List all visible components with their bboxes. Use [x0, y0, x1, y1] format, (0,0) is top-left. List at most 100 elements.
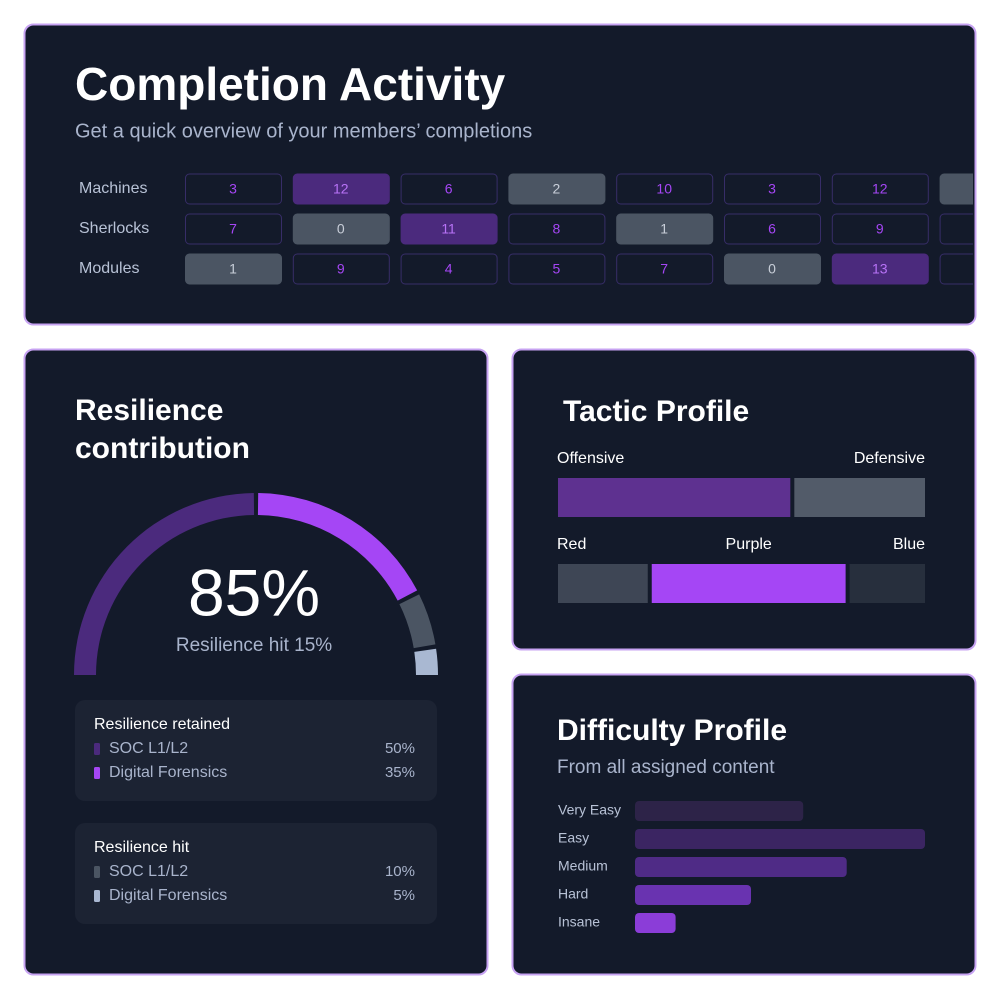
panel: [23, 23, 977, 326]
cell: [292, 213, 390, 245]
cell-value: 13: [872, 261, 888, 277]
category-label: Medium: [558, 858, 608, 874]
cell-value: 0: [337, 221, 345, 237]
cell: [400, 213, 498, 245]
legend-value: 35%: [385, 764, 415, 781]
legend-title: Resilience retained: [94, 716, 230, 733]
cell-value: 2: [553, 181, 561, 197]
category-label: Easy: [558, 830, 589, 846]
legend: Resilience retained SOC L1/L2 50% Digital F…: [75, 700, 437, 924]
cell: [185, 253, 282, 285]
tactic-segment: [794, 478, 925, 517]
gauge-segment: [399, 594, 436, 649]
panel: [511, 673, 977, 976]
cell-value: 9: [876, 221, 884, 237]
cell: [724, 213, 821, 245]
panel: [23, 348, 489, 976]
cell: [185, 173, 282, 205]
tactic-label: Defensive: [854, 450, 925, 467]
cell-value: 3: [768, 181, 776, 197]
cell: [616, 173, 714, 205]
legend-box: [75, 823, 437, 924]
row-label: Modules: [79, 260, 139, 277]
gauge-segment: [74, 493, 255, 675]
title: Completion Activity: [75, 58, 506, 110]
cell-partial: [939, 253, 973, 285]
cell: [508, 173, 606, 205]
bar: [635, 829, 925, 849]
cell: [831, 213, 929, 245]
cell-value: 9: [337, 261, 345, 277]
cell-value: 1: [660, 221, 668, 237]
cell: [831, 173, 929, 205]
legend-swatch: [94, 767, 100, 779]
cell-value: 12: [333, 181, 349, 197]
cell: [185, 213, 282, 245]
legend-label: SOC L1/L2: [109, 863, 188, 880]
heatmap: 3 12 6 2 10 3 12 7 0 11 8 1 6 9 1 9 4 5 7 0 13: [185, 173, 973, 285]
tactic-segment: [651, 564, 846, 603]
legend-value: 50%: [385, 740, 415, 757]
tactic-segment: [849, 564, 925, 603]
tactic-segment: [558, 564, 648, 603]
cell-partial: [939, 213, 973, 245]
cell: [508, 213, 606, 245]
legend-box: [75, 700, 437, 801]
legend-label: Digital Forensics: [109, 887, 227, 904]
tactic-bars: Offensive Defensive Red Purple Blue: [557, 450, 925, 603]
row-label: Sherlocks: [79, 220, 149, 237]
cell-value: 5: [553, 261, 561, 277]
title: Tactic Profile: [563, 395, 749, 428]
category-label: Very Easy: [558, 802, 621, 818]
cell: [292, 173, 390, 205]
tactic-label: Purple: [726, 536, 772, 553]
gauge-segment: [257, 493, 418, 601]
legend-swatch: [94, 890, 100, 902]
cell-value: 0: [768, 261, 776, 277]
subtitle: From all assigned content: [557, 757, 775, 778]
tactic-label: Blue: [893, 536, 925, 553]
legend-value: 10%: [385, 863, 415, 880]
gauge-segment: [414, 648, 438, 675]
cell-value: 6: [768, 221, 776, 237]
legend-value: 5%: [393, 887, 415, 904]
legend-title: Resilience hit: [94, 839, 190, 856]
cell-value: 3: [229, 181, 237, 197]
cell-value: 7: [229, 221, 237, 237]
tactic-label: Offensive: [557, 450, 624, 467]
category-label: Insane: [558, 914, 600, 930]
legend-label: Digital Forensics: [109, 764, 227, 781]
cell: [508, 253, 606, 285]
cell-value: 6: [445, 181, 453, 197]
cell-value: 11: [441, 221, 456, 237]
bar: [635, 885, 751, 905]
cell: [400, 173, 498, 205]
bar: [635, 857, 847, 877]
row-label: Machines: [79, 180, 147, 197]
cell-value: 12: [872, 181, 888, 197]
legend-swatch: [94, 866, 100, 878]
title: Difficulty Profile: [557, 714, 787, 747]
category-label: Hard: [558, 886, 588, 902]
gauge-caption: Resilience hit 15%: [176, 635, 332, 656]
gauge-value: 85%: [188, 555, 320, 629]
legend-label: SOC L1/L2: [109, 740, 188, 757]
cell: [831, 253, 929, 285]
cell: [616, 213, 714, 245]
title: Resilience contribution: [75, 394, 250, 465]
cell: [724, 173, 821, 205]
cell-value: 10: [656, 181, 672, 197]
tactic-segment: [558, 478, 791, 517]
cell: [724, 253, 821, 285]
legend-swatch: [94, 743, 100, 755]
gauge: [74, 493, 438, 675]
cell-partial: [939, 173, 973, 205]
tactic-label: Red: [557, 536, 586, 553]
cell: [292, 253, 390, 285]
cell-value: 7: [660, 261, 668, 277]
cell-value: 1: [229, 261, 237, 277]
cell: [400, 253, 498, 285]
cell: [616, 253, 714, 285]
